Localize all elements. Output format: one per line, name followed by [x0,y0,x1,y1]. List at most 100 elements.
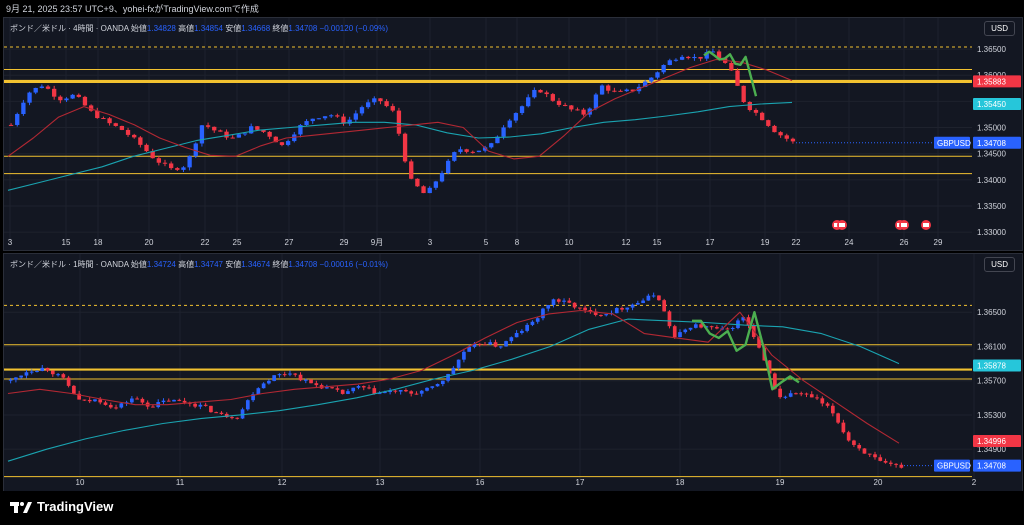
candle [132,134,137,138]
candle [409,391,414,394]
candle [140,398,145,403]
candle [64,98,69,101]
candle [340,389,345,394]
candle [409,161,414,179]
price-label-box [973,75,1021,88]
candle [282,374,287,376]
candle [203,404,208,406]
candle [678,332,682,338]
candle [166,400,171,402]
candle [261,129,266,132]
candle [72,385,76,394]
candle [578,307,582,309]
candle [298,125,303,135]
last-price-text: 1.34708 [977,139,1006,148]
candle [261,383,266,389]
currency-button[interactable]: USD [984,21,1015,36]
candle [66,377,71,386]
candle [88,105,94,111]
x-axis-label: 25 [233,238,242,247]
low-label: 安値 [225,260,242,269]
candle [767,360,772,374]
candle [532,89,537,98]
brand-name: TradingView [37,499,114,514]
x-axis-label: 29 [340,238,349,247]
tradingview-logo[interactable]: TradingView [10,499,113,514]
candle [367,387,371,389]
chart-panel-4h[interactable]: 3 15 18 20 22 25 27 29 9月 3 5 8 10 12 15 17 19 22 24 26 29 1.… [3,17,1023,251]
candle [815,397,819,399]
candle [415,178,420,187]
candle [77,393,81,400]
candle [256,388,261,395]
candle [8,379,13,381]
candle [267,380,271,384]
candle [583,307,587,311]
candle [419,390,424,394]
candle [599,314,603,316]
candle [351,387,356,392]
candle [483,344,487,346]
candle [393,390,398,392]
y-axis-label: 1.35300 [977,411,1006,420]
y-axis-label: 1.34900 [977,445,1006,454]
candle [135,398,139,400]
high-label: 高値 [178,260,195,269]
y-axis-label: 1.33000 [977,228,1006,237]
economic-event-icon [839,223,845,227]
candle [421,186,426,194]
footer-bar: TradingView [0,491,1024,525]
candle [556,100,562,105]
chart-panel-1h[interactable]: 10 11 12 13 16 17 18 19 20 2 1.36500 1.36100 1.35700… [3,253,1023,492]
candle [556,299,561,302]
candle [212,126,217,131]
candle [341,116,346,124]
candle [551,299,556,306]
candle [356,386,361,388]
candle [52,88,57,97]
candle [45,367,50,371]
high-label: 高値 [178,24,195,33]
candle [509,337,514,342]
candle [784,135,789,139]
candle [98,399,103,403]
open-label: 始値 [130,260,147,269]
candle [651,295,656,297]
candle [470,151,475,153]
candle [472,343,477,347]
candle [588,310,593,312]
candle [679,56,685,60]
candle [245,400,250,410]
x-axis-label: 3 [8,238,13,247]
candle [498,346,503,348]
symbol-tag-box [934,136,970,149]
candle [435,384,440,387]
open-value: 1.34724 [146,260,176,269]
candle [156,158,161,163]
chart-canvas-1h[interactable]: 10 11 12 13 16 17 18 19 20 2 1.36500 1.36100 1.35700… [4,254,1022,491]
candle [107,118,112,124]
candle [162,162,168,164]
candle [384,101,389,107]
candle [372,98,377,103]
candle [709,326,714,328]
candle [161,400,166,403]
x-axis-label: 22 [792,238,801,247]
price-label-text: 1.35878 [977,361,1006,370]
open-label: 始値 [130,24,147,33]
candle [218,130,223,132]
candle [288,373,292,375]
open-value: 1.34828 [146,24,176,33]
candle [390,106,395,111]
candle [150,151,155,159]
candle [625,307,630,310]
candle [452,152,457,161]
chart-canvas-4h[interactable]: 3 15 18 20 22 25 27 29 9月 3 5 8 10 12 15 17 19 22 24 26 29 1.… [4,18,1022,250]
candle [347,119,352,124]
currency-button[interactable]: USD [984,257,1015,272]
candle [119,125,125,130]
candle [24,372,29,376]
candle [427,187,432,194]
candle [730,328,735,330]
candle [546,305,551,309]
